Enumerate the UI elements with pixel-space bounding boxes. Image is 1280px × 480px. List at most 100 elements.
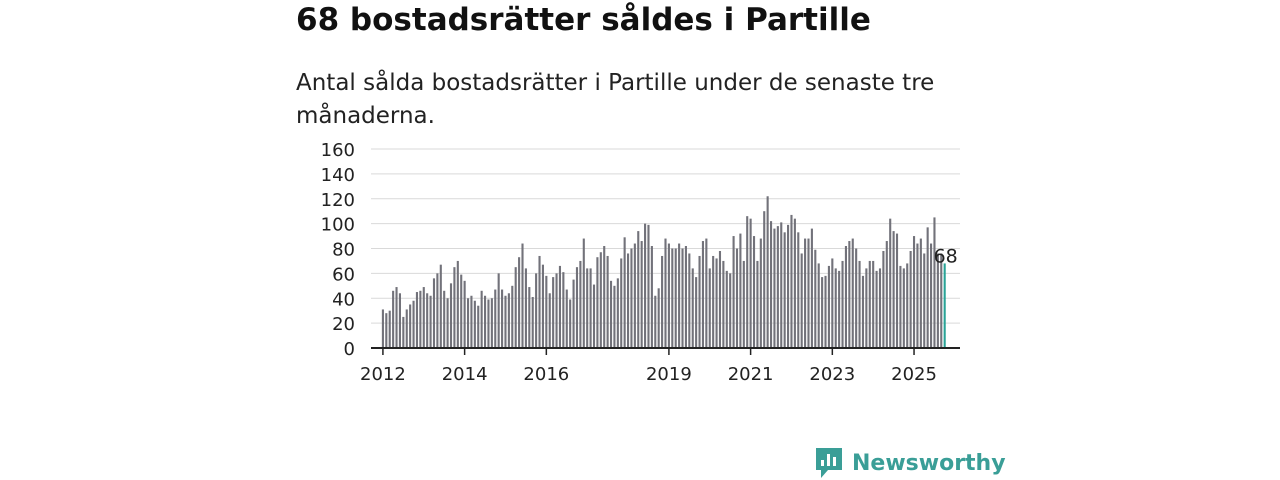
bar <box>575 267 579 348</box>
bar <box>930 243 933 348</box>
bar <box>443 290 446 348</box>
bar <box>494 289 497 348</box>
bar <box>565 289 568 348</box>
bar <box>402 316 405 348</box>
bar <box>691 268 694 348</box>
bar <box>895 233 899 348</box>
bar <box>858 260 861 348</box>
bar <box>872 260 875 348</box>
bar <box>787 224 790 348</box>
bar <box>899 265 902 348</box>
bar <box>528 287 531 348</box>
bar <box>892 231 895 348</box>
bar <box>518 257 521 348</box>
bar-highlight <box>943 263 946 348</box>
bar <box>419 290 422 348</box>
annotations: 68 <box>934 245 958 267</box>
bar <box>752 236 756 348</box>
y-tick-label: 120 <box>321 190 355 211</box>
bar <box>558 265 562 348</box>
y-tick-label: 160 <box>321 140 355 161</box>
bar <box>807 238 810 348</box>
bar <box>616 278 619 348</box>
bar <box>712 255 715 348</box>
bar <box>555 273 558 348</box>
bar <box>732 236 735 348</box>
bar <box>497 273 500 348</box>
bar <box>875 270 878 348</box>
bar <box>742 260 745 348</box>
bar <box>572 279 575 348</box>
bar <box>718 250 722 348</box>
y-tick-label: 140 <box>321 165 355 186</box>
bar <box>695 277 698 348</box>
bar <box>524 268 527 348</box>
y-tick-label: 40 <box>332 289 355 310</box>
chart-title: 68 bostadsrätter såldes i Partille <box>296 2 871 38</box>
chart-subtitle: Antal sålda bostadsrätter i Partille und… <box>296 70 935 129</box>
bar <box>776 226 779 348</box>
bar <box>562 272 565 348</box>
bar <box>936 253 939 348</box>
bar <box>756 260 759 348</box>
bar <box>426 293 429 348</box>
bar <box>708 268 711 348</box>
bar <box>623 237 626 348</box>
bar <box>861 275 865 348</box>
x-tick-label: 2014 <box>442 364 488 385</box>
bar <box>439 264 442 348</box>
bar <box>637 231 640 348</box>
bar <box>392 290 395 348</box>
bar <box>640 241 643 348</box>
bar <box>456 260 459 348</box>
bar <box>504 295 507 348</box>
bar <box>814 249 817 348</box>
bar <box>609 280 613 348</box>
bar <box>657 288 660 348</box>
bar <box>940 253 943 348</box>
bar <box>889 218 892 348</box>
y-tick-label: 100 <box>321 215 355 236</box>
bar <box>804 238 807 348</box>
bar <box>844 246 848 348</box>
x-tick-label: 2021 <box>728 364 774 385</box>
bar <box>661 255 664 348</box>
bar <box>841 260 844 348</box>
bar <box>834 268 837 348</box>
bar <box>906 263 909 348</box>
bar <box>769 221 773 348</box>
brand-name: Newsworthy <box>852 450 1006 476</box>
bar <box>766 196 769 348</box>
bar <box>650 246 653 348</box>
bar <box>381 309 384 348</box>
bar <box>851 238 854 348</box>
y-tick-label: 20 <box>332 314 355 335</box>
bar <box>827 265 830 348</box>
bar <box>933 217 936 348</box>
bar <box>463 280 466 348</box>
bar <box>460 274 463 348</box>
bar <box>582 238 585 348</box>
bar <box>647 224 650 348</box>
bar <box>613 285 616 348</box>
bar <box>701 241 705 348</box>
bar <box>725 270 728 348</box>
bar <box>684 246 687 348</box>
bar <box>630 248 633 348</box>
bar <box>916 243 919 348</box>
bar <box>763 211 766 348</box>
bar <box>735 248 739 348</box>
bar <box>800 253 803 348</box>
bar <box>507 293 510 348</box>
bar <box>644 223 647 348</box>
bar <box>541 264 544 348</box>
y-tick-label: 60 <box>332 264 355 285</box>
bar <box>521 243 524 348</box>
x-tick-label: 2016 <box>523 364 569 385</box>
bar <box>678 243 681 348</box>
bar <box>596 257 599 348</box>
bar <box>810 228 813 348</box>
bar <box>705 238 708 348</box>
bar <box>415 292 419 348</box>
